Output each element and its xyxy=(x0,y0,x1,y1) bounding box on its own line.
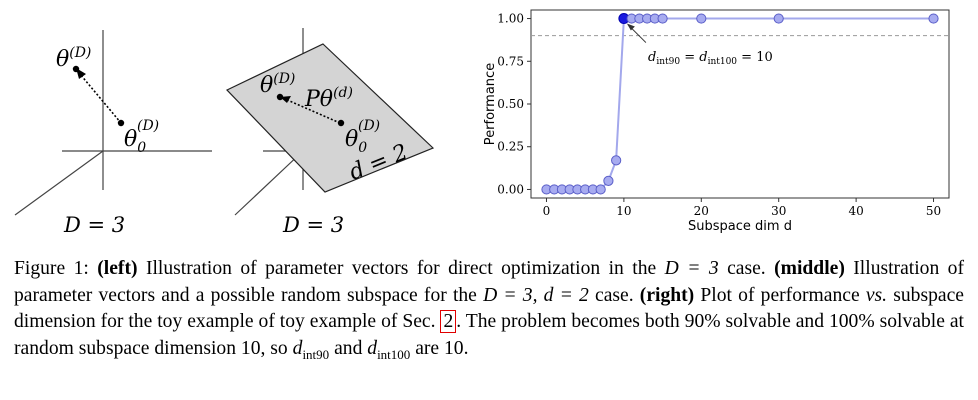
caption-math: d xyxy=(292,337,303,359)
x-tick-label: 20 xyxy=(694,204,709,218)
random-subspace-plane xyxy=(225,43,435,193)
theta-D-point xyxy=(72,65,80,73)
chart-annotation: dint90 = dint100 = 10 xyxy=(626,23,773,67)
y-tick-label: 0.50 xyxy=(497,97,524,111)
middle-panel-illustration: θ(D) Pθ(d) θ0 (D) d = 2 D = 3 xyxy=(225,28,435,237)
caption-subscript: int100 xyxy=(377,346,411,362)
middle-dim-label: D = 3 xyxy=(282,213,344,237)
caption-subscript: int90 xyxy=(302,346,330,362)
theta-D-label: θ(D) xyxy=(260,71,295,98)
section-reference-link[interactable]: 2 xyxy=(440,310,457,333)
depth-axis xyxy=(14,150,104,216)
data-point xyxy=(657,13,668,24)
caption-text: case. xyxy=(718,258,775,279)
caption-text: . The problem becomes both 90% solvable … xyxy=(14,311,964,359)
series-line xyxy=(546,17,934,191)
caption-left-label: (left) xyxy=(97,258,138,279)
caption-text: and xyxy=(329,337,368,359)
data-point xyxy=(773,13,784,24)
theta-D-point xyxy=(276,93,284,101)
y-tick-label: 0.75 xyxy=(497,54,524,68)
data-point xyxy=(611,155,622,166)
plot-frame xyxy=(530,9,950,199)
figure-caption: Figure 1: (left) Illustration of paramet… xyxy=(14,256,964,368)
data-point xyxy=(595,184,606,195)
data-point xyxy=(603,175,614,187)
y-tick-label: 0.25 xyxy=(497,140,524,154)
performance-chart: 0 10 20 30 40 50 0.00 0.25 0.50 0.75 1.00 dint90 =… xyxy=(483,9,950,234)
caption-text: Illustration of parameter vectors for di… xyxy=(137,258,665,279)
caption-math: d xyxy=(367,337,378,359)
x-tick-label: 0 xyxy=(543,204,551,218)
caption-middle-label: (middle) xyxy=(774,258,845,279)
x-tick-label: 30 xyxy=(771,204,786,218)
left-panel-illustration: θ(D) θ0 (D) D = 3 xyxy=(14,30,212,237)
data-point xyxy=(696,13,707,24)
theta-0-label: θ0 xyxy=(345,127,367,156)
y-axis-label: Performance xyxy=(483,63,498,145)
x-tick-label: 10 xyxy=(616,204,631,218)
depth-axis xyxy=(234,150,304,216)
caption-math: D = 3 xyxy=(664,258,719,279)
theta-0-point xyxy=(117,119,125,127)
caption-figure-number: Figure 1: xyxy=(14,258,89,279)
y-tick-label: 0.00 xyxy=(497,182,524,196)
x-tick-label: 50 xyxy=(926,204,941,218)
projection-label: Pθ(d) xyxy=(304,85,353,112)
caption-math: D = 3, d = 2 xyxy=(483,284,589,306)
direction-arrow xyxy=(79,73,122,124)
annotation-arrow-head xyxy=(626,23,635,31)
theta-0-label: θ0 xyxy=(124,127,146,156)
caption-text: Illustration of parameter vectors and a … xyxy=(14,258,965,306)
left-dim-label: D = 3 xyxy=(63,213,125,237)
theta-0-sup: (D) xyxy=(358,118,380,134)
caption-vs: vs. xyxy=(865,284,888,306)
theta-D-label: θ(D) xyxy=(56,45,91,72)
caption-text: are 10. xyxy=(410,337,469,359)
caption-text: Plot of performance xyxy=(694,284,866,306)
y-tick-label: 1.00 xyxy=(497,12,524,26)
x-axis-label: Subspace dim d xyxy=(688,219,792,234)
theta-0-point xyxy=(337,119,345,127)
x-tick-label: 40 xyxy=(848,204,863,218)
caption-right-label: (right) xyxy=(639,284,695,306)
caption-text: subspace dimension for the toy example o… xyxy=(14,284,964,333)
data-point xyxy=(928,13,939,24)
theta-0-sup: (D) xyxy=(137,118,159,134)
annotation-text: dint90 = dint100 = 10 xyxy=(648,50,773,67)
caption-text: case. xyxy=(588,284,640,306)
